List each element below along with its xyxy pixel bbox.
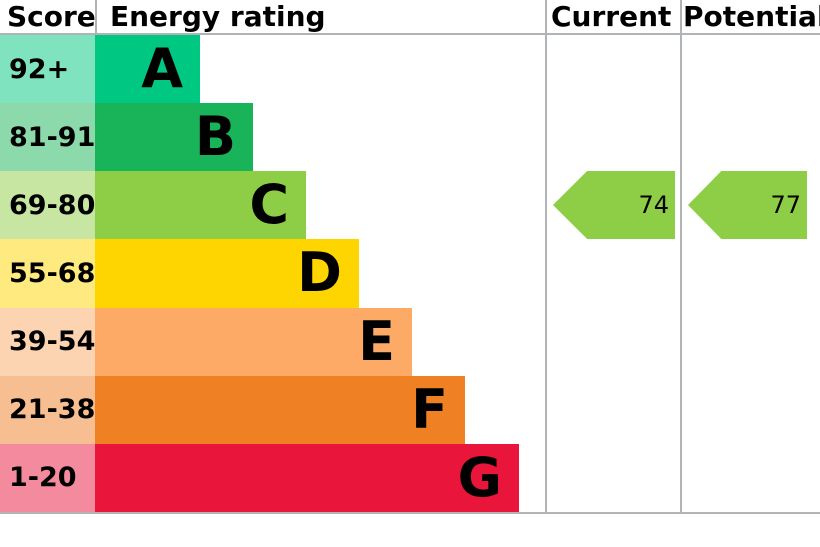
band-row-g: 1-20 G [0,443,820,512]
band-row-c: 69-80 C [0,171,820,240]
band-letter: D [297,241,342,305]
band-score-cell: 1-20 [0,443,95,512]
chart-header: Score Energy rating Current Potential [0,0,820,35]
potential-column-divider [680,0,682,514]
band-score-cell: 39-54 [0,307,96,376]
band-letter: B [194,105,236,169]
energy-rating-column-header: Energy rating [110,0,326,33]
band-row-b: 81-91 B [0,103,820,172]
band-score-cell: 55-68 [0,239,96,308]
current-column-header: Current [551,0,672,33]
band-bar: C [95,171,306,240]
band-row-e: 39-54 E [0,307,820,376]
band-bar: E [95,307,412,376]
score-energy-divider [95,0,97,35]
potential-rating-value: 77 [770,191,801,219]
band-bar: A [95,35,200,104]
band-bar: G [95,443,519,512]
band-score-label: 55-68 [9,257,96,289]
bands-area: 92+ A 81-91 B 69-80 C 55-68 D 39-54 E 21… [0,35,820,512]
band-bar: F [95,375,465,444]
band-score-label: 69-80 [9,189,96,221]
band-letter: G [457,445,502,509]
score-column-header: Score [7,0,96,33]
band-score-cell: 92+ [0,35,95,104]
band-letter: F [411,377,448,441]
potential-column-header: Potential [683,0,820,33]
chart-bottom-border [0,512,820,514]
band-letter: A [141,37,183,101]
band-score-label: 81-91 [9,121,96,153]
band-row-d: 55-68 D [0,239,820,308]
band-score-label: 39-54 [9,326,96,358]
band-bar: D [95,239,359,308]
band-bar: B [95,103,253,172]
band-row-a: 92+ A [0,35,820,104]
band-letter: E [358,309,395,373]
band-letter: C [249,173,289,237]
band-row-f: 21-38 F [0,375,820,444]
band-score-cell: 81-91 [0,103,96,172]
band-score-cell: 69-80 [0,171,96,240]
band-score-label: 92+ [9,53,70,85]
current-rating-value: 74 [638,191,669,219]
current-column-divider [545,0,547,514]
band-score-label: 21-38 [9,394,96,426]
band-score-cell: 21-38 [0,375,96,444]
band-score-label: 1-20 [9,462,77,494]
